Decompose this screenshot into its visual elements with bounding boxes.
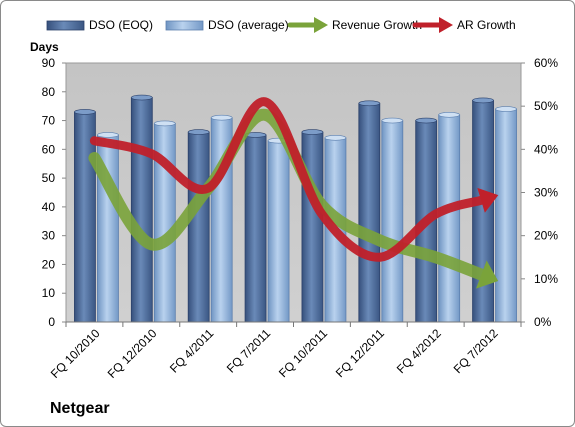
y-tick-label: 80 xyxy=(42,85,56,99)
bar-dso-eoq xyxy=(301,131,324,323)
y-tick-label: 60 xyxy=(42,142,56,156)
bar-top-cap xyxy=(154,120,176,127)
x-tick-label: FQ 12/2011 xyxy=(333,326,387,380)
y2-tick-label: 50% xyxy=(534,99,558,113)
bar-series-group xyxy=(74,94,517,323)
y2-tick-label: 10% xyxy=(534,272,558,286)
y2-tick-label: 20% xyxy=(534,229,558,243)
legend-swatch-dso-average xyxy=(165,20,204,31)
y2-tick-label: 30% xyxy=(534,186,558,200)
bar-top-cap xyxy=(324,135,347,141)
line-revenue-growth xyxy=(88,108,488,281)
legend-label-dso-eoq: DSO (EOQ) xyxy=(89,18,153,32)
bar-top-cap xyxy=(358,100,381,107)
legend-label-ar-growth: AR Growth xyxy=(457,18,516,32)
bar-dso-eoq xyxy=(187,131,210,323)
bar-top-cap xyxy=(438,112,460,118)
bar-dso-eoq xyxy=(130,97,153,323)
y2-axis-ticks: 0% 10% 20% 30% 40% 50% 60% xyxy=(521,56,558,329)
x-tick-label: FQ 7/2012 xyxy=(451,326,501,376)
legend-swatch-dso-eoq xyxy=(46,20,85,31)
bar-top-cap xyxy=(415,117,437,124)
y-tick-label: 70 xyxy=(42,114,56,128)
x-axis-ticks: FQ 10/2010 FQ 12/2010 FQ 4/2011 FQ 7/2011 FQ… xyxy=(48,326,501,381)
bar-top-cap xyxy=(301,129,324,135)
bar-dso-eoq xyxy=(358,102,381,323)
x-tick-label: FQ 10/2011 xyxy=(276,326,330,380)
y2-tick-label: 0% xyxy=(534,315,552,329)
x-tick-label: FQ 4/2012 xyxy=(394,326,444,376)
bar-dso-average xyxy=(267,140,290,323)
y2-tick-label: 60% xyxy=(534,56,558,70)
x-axis xyxy=(65,321,522,327)
bar-top-cap xyxy=(381,117,404,124)
arrowhead-revenue-growth xyxy=(476,260,499,289)
y-tick-label: 30 xyxy=(42,229,56,243)
bar-top-cap xyxy=(472,97,494,104)
bar-top-cap xyxy=(131,94,153,101)
y2-tick-label: 40% xyxy=(534,142,558,156)
bar-dso-average xyxy=(381,120,404,323)
legend: DSO (EOQ) DSO (average) Revenue Growth AR G… xyxy=(46,17,516,33)
line-ar-growth xyxy=(89,97,486,262)
y-tick-label: 40 xyxy=(42,200,56,214)
bar-top-cap xyxy=(210,114,233,121)
legend-label-dso-average: DSO (average) xyxy=(208,18,289,32)
line-series-group xyxy=(88,97,499,289)
x-tick-label: FQ 10/2010 xyxy=(48,326,103,381)
x-tick-label: FQ 4/2011 xyxy=(167,326,217,376)
bar-top-cap xyxy=(187,129,210,135)
y-tick-label: 0 xyxy=(48,315,55,329)
legend-label-revenue-growth: Revenue Growth xyxy=(332,18,422,32)
x-tick-label: FQ 12/2010 xyxy=(105,326,160,381)
x-tick-label: FQ 7/2011 xyxy=(224,326,274,376)
bar-top-cap xyxy=(74,109,96,115)
y-axis-ticks: 0 10 20 30 40 50 60 70 80 90 xyxy=(42,56,66,329)
bar-dso-eoq xyxy=(244,134,267,323)
y-tick-label: 10 xyxy=(42,286,56,300)
y-axis-label: Days xyxy=(30,40,59,54)
y-tick-label: 50 xyxy=(42,171,56,185)
bar-top-cap xyxy=(97,132,119,138)
bar-dso-average xyxy=(495,108,517,323)
y-tick-label: 20 xyxy=(42,257,56,271)
y-tick-label: 90 xyxy=(42,56,56,70)
bar-top-cap xyxy=(495,106,517,112)
bar-dso-average xyxy=(438,114,461,323)
legend-arrow-revenue-growth xyxy=(314,17,328,33)
company-name: Netgear xyxy=(50,400,110,417)
legend-arrow-ar-growth xyxy=(439,17,453,33)
arrowhead-ar-growth xyxy=(477,187,499,213)
bar-dso-eoq xyxy=(472,100,494,323)
